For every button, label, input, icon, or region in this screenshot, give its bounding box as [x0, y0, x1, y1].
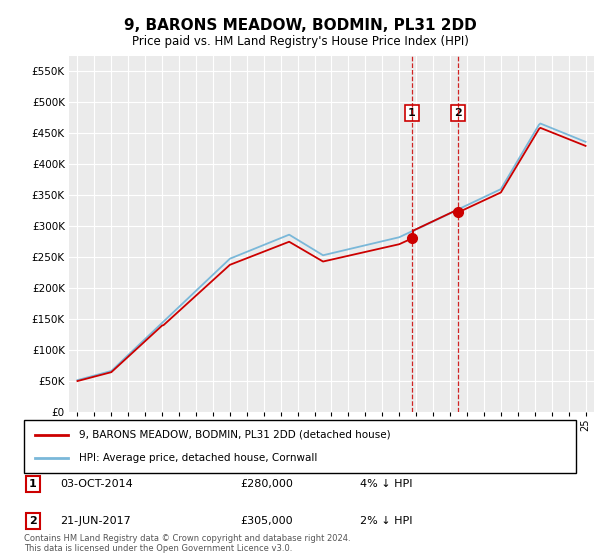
Text: 9, BARONS MEADOW, BODMIN, PL31 2DD (detached house): 9, BARONS MEADOW, BODMIN, PL31 2DD (deta… — [79, 430, 391, 440]
Text: 1: 1 — [408, 108, 416, 118]
Text: 03-OCT-2014: 03-OCT-2014 — [60, 479, 133, 489]
Text: 2: 2 — [454, 108, 462, 118]
FancyBboxPatch shape — [24, 420, 576, 473]
Text: Price paid vs. HM Land Registry's House Price Index (HPI): Price paid vs. HM Land Registry's House … — [131, 35, 469, 48]
Text: 2: 2 — [29, 516, 37, 526]
Text: 21-JUN-2017: 21-JUN-2017 — [60, 516, 131, 526]
Text: 2% ↓ HPI: 2% ↓ HPI — [360, 516, 413, 526]
Text: 9, BARONS MEADOW, BODMIN, PL31 2DD: 9, BARONS MEADOW, BODMIN, PL31 2DD — [124, 18, 476, 33]
Text: 1: 1 — [29, 479, 37, 489]
Text: HPI: Average price, detached house, Cornwall: HPI: Average price, detached house, Corn… — [79, 453, 317, 463]
Text: £280,000: £280,000 — [240, 479, 293, 489]
Text: Contains HM Land Registry data © Crown copyright and database right 2024.
This d: Contains HM Land Registry data © Crown c… — [24, 534, 350, 553]
Text: £305,000: £305,000 — [240, 516, 293, 526]
Text: 4% ↓ HPI: 4% ↓ HPI — [360, 479, 413, 489]
